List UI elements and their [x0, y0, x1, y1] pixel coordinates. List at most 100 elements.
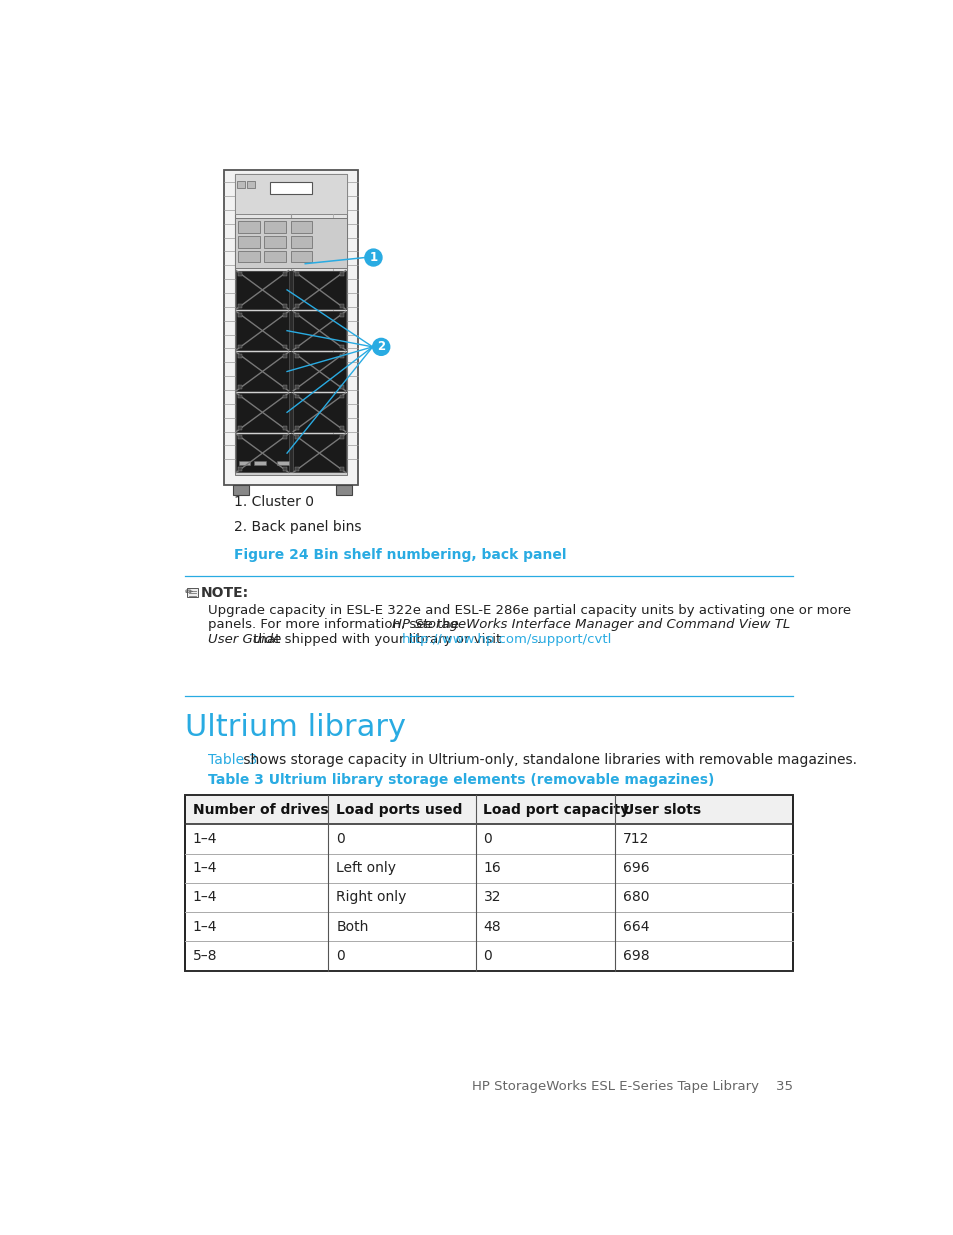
Text: User Guide: User Guide [208, 634, 281, 646]
Bar [237, 312, 241, 317]
Text: shows storage capacity in Ultrium-only, standalone libraries with removable maga: shows storage capacity in Ultrium-only, … [239, 753, 857, 767]
Text: 1–4: 1–4 [193, 832, 217, 846]
Bar [294, 312, 298, 317]
Text: Load ports used: Load ports used [335, 803, 462, 816]
Text: 16: 16 [483, 861, 500, 876]
Bar [340, 467, 344, 471]
Text: http://www.hp.com/support/cvtl: http://www.hp.com/support/cvtl [401, 634, 611, 646]
Bar [283, 345, 287, 348]
Bar [294, 272, 298, 275]
Bar [234, 174, 347, 215]
Bar [237, 345, 241, 348]
Bar [340, 304, 344, 308]
Text: 5–8: 5–8 [193, 948, 217, 963]
Bar [291, 221, 312, 233]
Bar [294, 353, 298, 358]
Text: Table 3 Ultrium library storage elements (removable magazines): Table 3 Ultrium library storage elements… [208, 773, 714, 787]
Bar [340, 436, 344, 440]
Bar [291, 251, 312, 262]
Bar [293, 433, 345, 472]
Text: 48: 48 [483, 920, 500, 934]
Text: 1–4: 1–4 [193, 890, 217, 904]
Bar [283, 467, 287, 471]
Bar [294, 467, 298, 471]
Bar [238, 461, 250, 466]
Bar [294, 436, 298, 440]
Bar [237, 467, 241, 471]
Bar [185, 883, 792, 911]
Bar [294, 395, 298, 399]
Bar [237, 385, 241, 389]
Text: ✏: ✏ [185, 587, 193, 597]
Text: Right only: Right only [335, 890, 406, 904]
Text: Table 3: Table 3 [208, 753, 257, 767]
Bar [340, 353, 344, 358]
Text: Left only: Left only [335, 861, 395, 876]
Text: 696: 696 [622, 861, 649, 876]
Bar [264, 221, 286, 233]
Bar [237, 436, 241, 440]
Bar [270, 182, 312, 194]
Text: 1: 1 [369, 251, 377, 264]
Bar [237, 221, 259, 233]
Text: 680: 680 [622, 890, 649, 904]
Bar [236, 393, 289, 431]
Bar [283, 395, 287, 399]
Bar [185, 795, 792, 971]
Text: 712: 712 [622, 832, 649, 846]
Bar [236, 433, 289, 472]
Bar [247, 180, 254, 188]
Text: panels. For more information, see the: panels. For more information, see the [208, 619, 463, 631]
Bar [340, 395, 344, 399]
Text: 0: 0 [335, 948, 345, 963]
Bar [283, 272, 287, 275]
Bar [340, 385, 344, 389]
Bar [291, 236, 312, 247]
Bar [293, 352, 345, 390]
Bar [293, 393, 345, 431]
Bar [294, 426, 298, 430]
Bar [234, 472, 347, 474]
Bar [340, 426, 344, 430]
Bar [187, 588, 197, 597]
Text: 698: 698 [622, 948, 649, 963]
Bar [277, 461, 289, 466]
Text: User slots: User slots [622, 803, 700, 816]
Bar [294, 304, 298, 308]
Bar [236, 352, 289, 390]
Bar [340, 312, 344, 317]
Bar [224, 169, 357, 485]
Bar [283, 436, 287, 440]
Text: 0: 0 [335, 832, 345, 846]
Bar [283, 426, 287, 430]
Bar [283, 312, 287, 317]
Bar [335, 485, 352, 495]
Bar [283, 385, 287, 389]
Bar [185, 941, 792, 971]
Bar [236, 270, 289, 309]
Bar [237, 353, 241, 358]
Bar [236, 270, 345, 309]
Bar [233, 485, 249, 495]
Bar [236, 311, 345, 350]
Text: that shipped with your library or visit: that shipped with your library or visit [249, 634, 505, 646]
Bar [236, 393, 345, 431]
Text: 0: 0 [483, 832, 492, 846]
Circle shape [373, 338, 390, 356]
Text: Ultrium library: Ultrium library [185, 713, 406, 742]
Bar [237, 426, 241, 430]
Bar [236, 352, 345, 390]
Text: Number of drives: Number of drives [193, 803, 328, 816]
Text: 1–4: 1–4 [193, 861, 217, 876]
Bar [185, 824, 792, 853]
Text: 2. Back panel bins: 2. Back panel bins [233, 520, 361, 534]
Bar [237, 236, 259, 247]
Text: Figure 24 Bin shelf numbering, back panel: Figure 24 Bin shelf numbering, back pane… [233, 548, 566, 562]
Bar [237, 304, 241, 308]
Bar [236, 180, 245, 188]
Bar [236, 311, 289, 350]
Bar [283, 304, 287, 308]
Bar [236, 433, 345, 472]
Bar [293, 270, 345, 309]
Bar [293, 311, 345, 350]
